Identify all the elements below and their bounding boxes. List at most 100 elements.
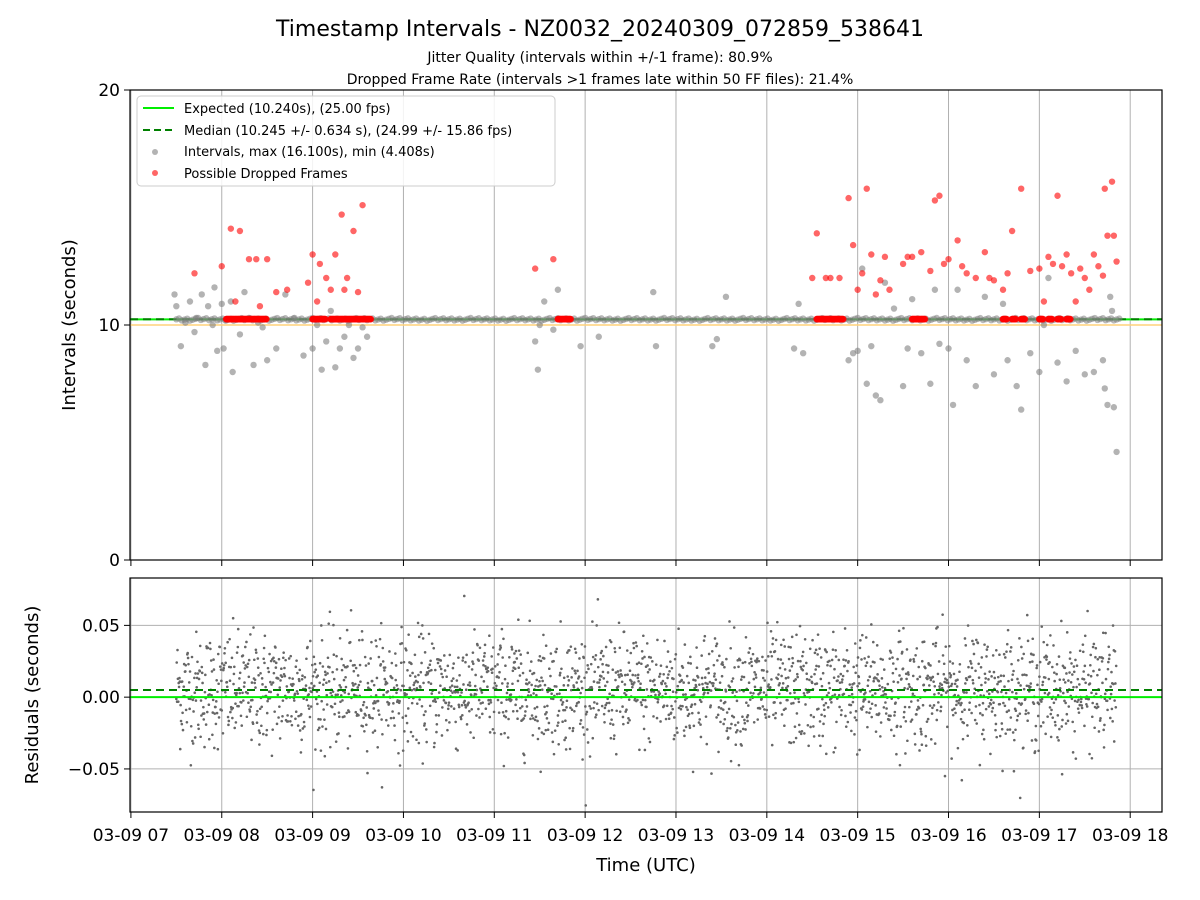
residual-point [870,702,874,706]
residual-point [1106,708,1109,712]
residual-point [947,685,951,689]
residual-point [931,675,935,679]
residual-point [524,710,527,713]
residual-point [197,727,200,731]
residual-point [263,634,267,638]
residual-point [379,621,383,625]
residual-point [184,663,188,667]
residual-point [521,671,525,675]
residual-point [817,734,821,737]
residual-point [456,690,460,694]
residual-point [544,728,548,732]
residual-point [697,721,701,724]
residual-point [196,672,200,675]
residual-point [673,734,676,737]
residual-point [202,705,205,709]
residual-point [1101,631,1105,635]
residual-point [1015,718,1019,722]
interval-point [722,293,730,300]
residual-point [623,683,627,686]
residual-point [912,660,916,663]
residual-point [896,657,899,661]
residual-point [210,670,214,673]
residual-point [825,650,828,654]
residual-point [972,642,975,646]
residual-point [310,682,313,685]
residual-point [362,716,365,720]
residual-point [416,680,419,684]
residual-point [1090,691,1093,695]
residual-point [911,692,915,696]
residual-point [1006,728,1009,731]
residual-point [277,657,281,661]
residual-point [1043,676,1047,679]
residual-point [1041,680,1045,684]
residual-point [266,699,269,703]
residual-point [585,671,588,674]
residual-point [837,693,841,697]
residual-point [540,731,544,734]
residual-point [809,713,813,717]
residual-point [577,675,581,678]
residual-point [721,708,725,711]
residual-point [758,707,762,710]
residual-point [699,735,703,739]
residual-point [954,711,957,715]
residual-point [278,737,282,740]
residual-point [195,685,199,689]
intervals-points [171,178,1123,456]
residual-point [203,690,207,694]
residual-point [891,656,894,659]
residual-point [749,691,752,695]
residual-point [996,682,999,686]
residual-point [1031,660,1034,663]
residual-point [910,718,914,721]
residual-point [827,681,831,685]
residual-point [429,682,433,685]
residual-point [987,692,991,696]
residual-point [796,659,800,663]
residual-point [618,675,621,679]
residual-point [1077,711,1081,714]
residual-point [937,691,941,695]
residual-point [566,675,570,678]
residual-point [188,707,191,711]
residual-point [948,672,951,675]
interval-point [350,354,357,362]
residual-point [405,721,409,725]
residual-point [705,742,709,746]
interval-point [236,331,244,338]
residual-point [660,682,664,686]
residual-point [670,666,674,670]
residual-point [722,722,725,726]
residual-point [877,679,881,683]
residual-point [507,717,510,721]
residual-point [580,686,584,690]
residual-point [819,656,823,659]
interval-point [1113,448,1120,456]
residual-point [464,706,468,709]
residual-point [928,676,932,679]
residual-point [774,716,777,720]
residual-point [992,670,996,674]
residual-point [184,708,188,712]
residual-point [709,704,713,707]
residual-point [972,652,976,656]
residual-point [1088,752,1091,756]
residual-point [750,664,754,668]
residual-point [890,728,893,732]
residual-point [803,732,806,735]
residual-point [874,704,877,707]
residual-point [562,676,566,680]
residual-point [422,681,425,685]
residual-point [677,706,681,710]
residual-point [1096,657,1100,661]
residual-point [497,652,500,656]
residual-point [1020,645,1023,649]
residual-point [379,662,383,666]
residual-point [767,715,771,718]
residual-point [919,730,923,733]
residual-point [1018,712,1022,715]
residual-point [314,697,318,701]
residual-point [188,670,192,673]
